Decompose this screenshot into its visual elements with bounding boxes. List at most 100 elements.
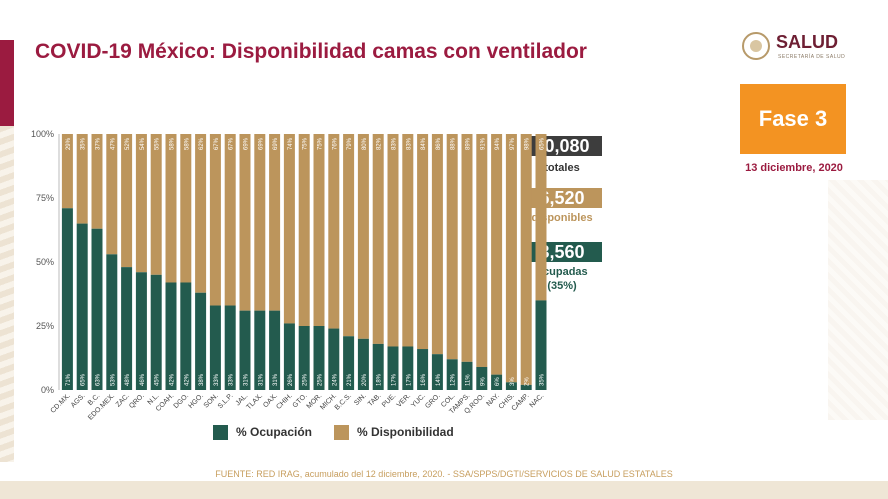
value-label-occupied: 14% xyxy=(436,373,442,386)
value-label-available: 67% xyxy=(214,137,220,150)
logo-subtext: SECRETARÍA DE SALUD xyxy=(778,54,846,60)
bar-available-10 xyxy=(195,134,207,293)
value-label-occupied: 42% xyxy=(170,373,176,386)
bar-occupied-9 xyxy=(180,282,192,390)
page-title: COVID-19 México: Disponibilidad camas co… xyxy=(35,40,587,63)
value-label-available: 94% xyxy=(495,137,501,150)
source-note: FUENTE: RED IRAG, acumulado del 12 dicie… xyxy=(215,469,673,479)
occupied-beds-label: ocupadas xyxy=(536,266,588,278)
bar-available-28 xyxy=(461,134,473,362)
available-beds-label: disponibles xyxy=(531,212,593,224)
x-tick-label: S.L.P. xyxy=(217,392,235,410)
value-label-occupied: 24% xyxy=(332,373,338,386)
bar-occupied-33 xyxy=(535,300,547,390)
legend-label-available: % Disponibilidad xyxy=(357,425,454,439)
value-label-occupied: 48% xyxy=(125,373,131,386)
legend-swatch-occupied xyxy=(213,424,228,440)
value-label-occupied: 65% xyxy=(81,373,87,386)
bar-available-31 xyxy=(505,134,517,383)
bar-occupied-17 xyxy=(298,326,310,390)
bar-occupied-7 xyxy=(150,274,162,390)
value-label-available: 69% xyxy=(258,137,264,150)
value-label-available: 98% xyxy=(525,137,531,150)
value-label-occupied: 46% xyxy=(140,373,146,386)
x-tick-label: AGS. xyxy=(70,392,87,409)
value-label-available: 37% xyxy=(96,137,102,150)
x-tick-label: PUE. xyxy=(381,392,398,409)
title-accent-bar xyxy=(0,40,14,126)
x-tick-label: QRO. xyxy=(128,392,146,410)
bar-occupied-22 xyxy=(372,343,384,390)
bar-available-21 xyxy=(357,134,369,339)
value-label-occupied: 2% xyxy=(525,377,531,386)
value-label-available: 91% xyxy=(480,137,486,150)
value-label-available: 65% xyxy=(540,137,546,150)
bar-available-18 xyxy=(313,134,325,326)
x-tick-label: HGO. xyxy=(187,392,205,410)
bottom-band xyxy=(0,481,888,499)
legend-label-occupied: % Ocupación xyxy=(236,425,313,439)
bar-occupied-19 xyxy=(328,328,340,390)
bar-occupied-23 xyxy=(387,346,399,390)
bar-available-1 xyxy=(61,134,73,209)
value-label-available: 75% xyxy=(318,137,324,150)
value-label-available: 58% xyxy=(184,137,190,150)
bar-available-27 xyxy=(446,134,458,360)
value-label-occupied: 45% xyxy=(155,373,161,386)
y-tick-label: 50% xyxy=(36,257,54,267)
value-label-occupied: 3% xyxy=(510,377,516,386)
bar-occupied-25 xyxy=(417,349,429,390)
bar-occupied-31 xyxy=(505,382,517,390)
value-label-occupied: 17% xyxy=(392,373,398,386)
report-date: 13 diciembre, 2020 xyxy=(745,162,843,174)
bar-occupied-29 xyxy=(476,366,488,390)
x-tick-label: TLAX. xyxy=(246,392,265,411)
bar-occupied-6 xyxy=(135,272,147,390)
x-tick-label: B.C.S. xyxy=(334,392,353,411)
value-label-occupied: 12% xyxy=(451,373,457,386)
bar-occupied-21 xyxy=(357,338,369,390)
x-tick-label: DGO. xyxy=(173,392,191,410)
value-label-available: 83% xyxy=(392,137,398,150)
x-tick-label: GRO. xyxy=(424,392,442,410)
bar-occupied-32 xyxy=(520,384,532,390)
value-label-occupied: 33% xyxy=(214,373,220,386)
value-label-available: 86% xyxy=(436,137,442,150)
bar-available-19 xyxy=(328,134,340,329)
value-label-available: 29% xyxy=(66,137,72,150)
bar-available-8 xyxy=(165,134,177,283)
value-label-occupied: 11% xyxy=(466,374,472,386)
value-label-available: 35% xyxy=(81,137,87,150)
bar-occupied-8 xyxy=(165,282,177,390)
bar-available-9 xyxy=(180,134,192,283)
legend-occupied: % Ocupación xyxy=(213,424,312,440)
bar-available-20 xyxy=(343,134,355,337)
value-label-available: 80% xyxy=(362,137,368,150)
value-label-available: 83% xyxy=(406,137,412,150)
x-tick-label: NAC. xyxy=(529,392,546,409)
value-label-occupied: 18% xyxy=(377,373,383,386)
value-label-available: 54% xyxy=(140,137,146,150)
bar-occupied-27 xyxy=(446,359,458,390)
value-label-occupied: 53% xyxy=(110,373,116,386)
bar-available-22 xyxy=(372,134,384,344)
value-label-available: 62% xyxy=(199,137,205,150)
bar-available-29 xyxy=(476,134,488,367)
y-tick-label: 25% xyxy=(36,321,54,331)
bar-occupied-18 xyxy=(313,326,325,390)
value-label-available: 69% xyxy=(244,137,250,150)
bar-occupied-5 xyxy=(121,267,133,390)
bar-occupied-13 xyxy=(239,310,251,390)
value-label-occupied: 6% xyxy=(495,377,501,386)
value-label-occupied: 9% xyxy=(480,377,486,386)
value-label-occupied: 71% xyxy=(66,373,72,386)
bar-occupied-11 xyxy=(209,305,221,390)
y-tick-label: 100% xyxy=(31,129,54,139)
bar-available-16 xyxy=(283,134,295,324)
legend-available: % Disponibilidad xyxy=(334,424,454,440)
bar-occupied-4 xyxy=(106,254,118,390)
value-label-occupied: 42% xyxy=(184,373,190,386)
bar-occupied-26 xyxy=(431,354,443,390)
value-label-occupied: 25% xyxy=(318,373,324,386)
bar-available-13 xyxy=(239,134,251,311)
